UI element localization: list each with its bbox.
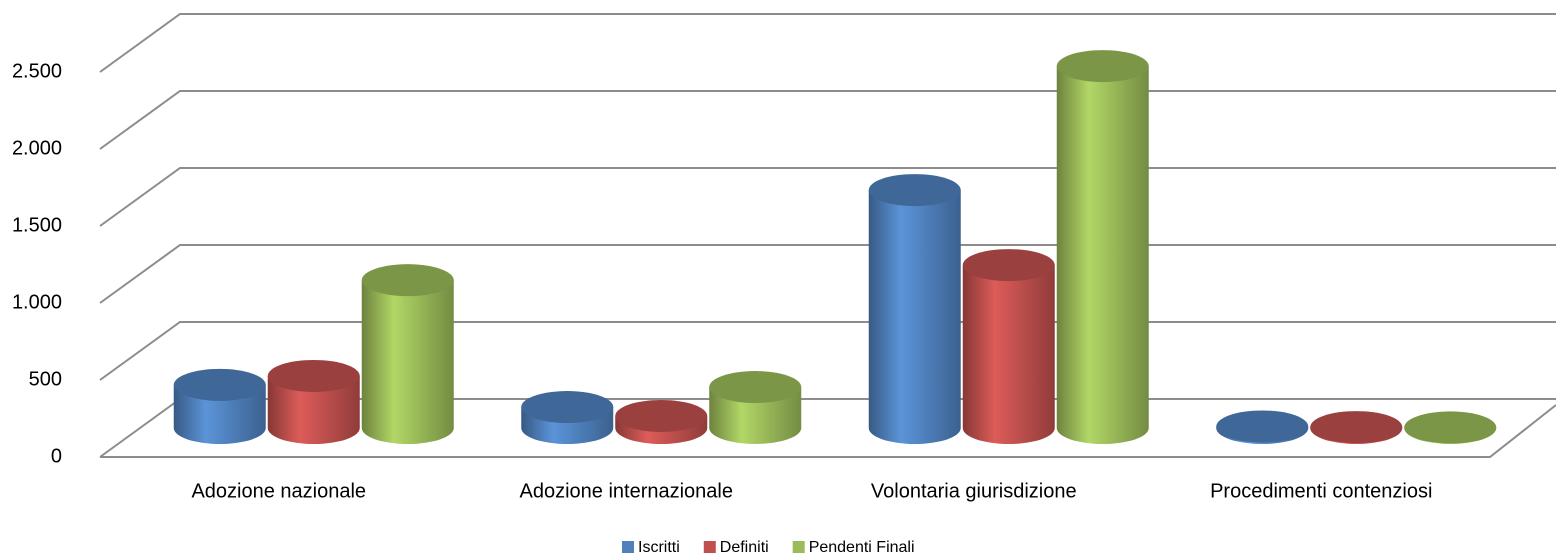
cylinder	[267, 375, 360, 444]
cylinder	[709, 387, 802, 444]
cylinder-top	[868, 174, 961, 207]
x-tick-label: Procedimenti contenziosi	[1210, 480, 1432, 502]
cylinder-top	[1310, 411, 1403, 444]
cylinder-top	[361, 264, 454, 297]
cylinder-top	[709, 371, 802, 404]
grid-line	[99, 13, 1556, 73]
cylinder	[1056, 66, 1149, 444]
cylinder	[361, 280, 454, 444]
x-tick-label: Adozione nazionale	[191, 480, 366, 502]
x-tick-label: Volontaria giurisdizione	[871, 480, 1077, 502]
legend-swatch	[703, 541, 716, 553]
y-tick-label: 2.000	[12, 137, 62, 159]
cylinder	[962, 265, 1055, 444]
cylinder	[868, 190, 961, 444]
cylinder-top	[173, 368, 266, 401]
legend-label: Pendenti Finali	[809, 539, 915, 556]
floor-edge	[100, 404, 1556, 458]
grid-line	[99, 244, 1556, 304]
cylinder-top	[1404, 411, 1497, 444]
y-tick-label: 500	[29, 368, 62, 390]
grid-line	[99, 90, 1556, 150]
legend-swatch	[792, 541, 805, 553]
cylinder-top	[1216, 410, 1309, 443]
cylinder-top	[521, 391, 614, 424]
cylinder-top	[615, 399, 708, 432]
legend-label: Iscritti	[638, 539, 680, 556]
y-tick-label: 2.500	[12, 60, 62, 82]
legend-label: Definiti	[720, 539, 769, 556]
legend: Iscritti Definiti Pendenti Finali	[622, 539, 915, 556]
x-tick-label: Adozione internazionale	[520, 480, 734, 502]
legend-swatch	[622, 541, 634, 553]
cylinder	[173, 384, 266, 444]
cylinder-top	[267, 359, 360, 392]
grid-line	[99, 167, 1556, 227]
cylinder-top	[1056, 50, 1149, 83]
y-tick-label: 0	[51, 445, 62, 467]
y-tick-label: 1.000	[12, 291, 62, 313]
y-tick-label: 1.500	[12, 214, 62, 236]
cylinder-top	[962, 249, 1055, 282]
